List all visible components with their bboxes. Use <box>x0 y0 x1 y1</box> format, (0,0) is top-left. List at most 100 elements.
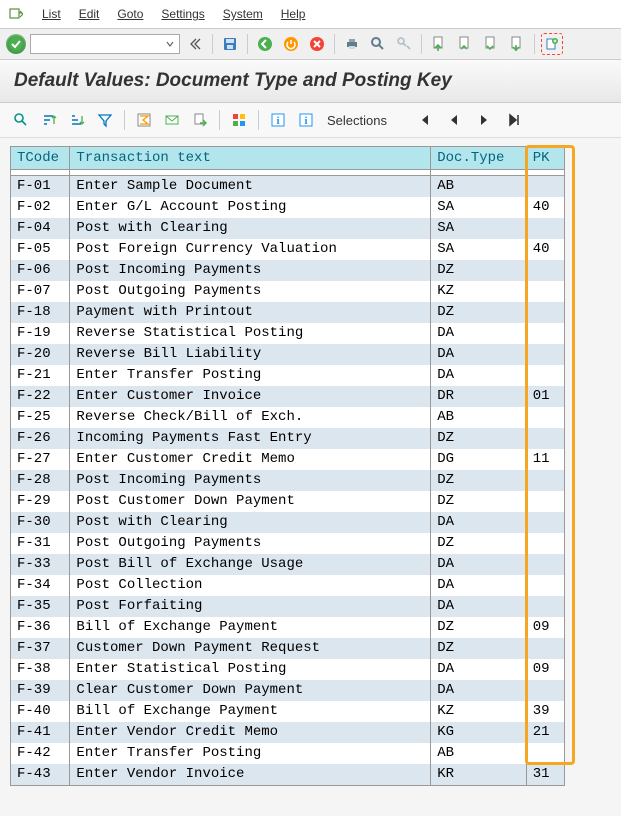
table-row[interactable]: F-07Post Outgoing PaymentsKZ <box>11 281 565 302</box>
separator <box>212 34 213 54</box>
cell-text: Post Incoming Payments <box>70 470 431 491</box>
filter-icon[interactable] <box>94 109 116 131</box>
table-row[interactable]: F-34Post CollectionDA <box>11 575 565 596</box>
menu-edit[interactable]: Edit <box>79 7 100 21</box>
find-icon[interactable] <box>367 33 389 55</box>
details-icon[interactable] <box>10 109 32 131</box>
table-row[interactable]: F-21Enter Transfer PostingDA <box>11 365 565 386</box>
cell-tcode: F-27 <box>11 449 70 470</box>
col-header-text[interactable]: Transaction text <box>70 147 431 170</box>
cell-pk <box>526 218 564 239</box>
table-row[interactable]: F-37Customer Down Payment RequestDZ <box>11 638 565 659</box>
new-session-icon[interactable] <box>541 33 563 55</box>
cell-tcode: F-33 <box>11 554 70 575</box>
table-row[interactable]: F-29Post Customer Down PaymentDZ <box>11 491 565 512</box>
collapse-icon[interactable] <box>184 33 206 55</box>
info-icon[interactable]: i <box>267 109 289 131</box>
total-icon[interactable] <box>133 109 155 131</box>
menu-window-icon[interactable] <box>8 6 24 22</box>
cancel-icon[interactable] <box>306 33 328 55</box>
col-header-tcode[interactable]: TCode <box>11 147 70 170</box>
table-row[interactable]: F-28Post Incoming PaymentsDZ <box>11 470 565 491</box>
cell-pk <box>526 260 564 281</box>
print-icon[interactable] <box>341 33 363 55</box>
data-table: TCode Transaction text Doc.Type PK F-01E… <box>10 146 565 786</box>
table-row[interactable]: F-27Enter Customer Credit MemoDG11 <box>11 449 565 470</box>
cell-tcode: F-22 <box>11 386 70 407</box>
separator <box>334 34 335 54</box>
cell-text: Post with Clearing <box>70 512 431 533</box>
table-row[interactable]: F-01Enter Sample DocumentAB <box>11 176 565 198</box>
next-page-icon[interactable] <box>480 33 502 55</box>
nav-last-icon[interactable] <box>503 109 525 131</box>
back-icon[interactable] <box>254 33 276 55</box>
table-row[interactable]: F-06Post Incoming PaymentsDZ <box>11 260 565 281</box>
table-row[interactable]: F-20Reverse Bill LiabilityDA <box>11 344 565 365</box>
menu-goto[interactable]: Goto <box>117 7 143 21</box>
enter-icon[interactable] <box>6 34 26 54</box>
data-area: TCode Transaction text Doc.Type PK F-01E… <box>0 138 621 786</box>
sort-desc-icon[interactable] <box>66 109 88 131</box>
col-header-doctype[interactable]: Doc.Type <box>431 147 527 170</box>
table-row[interactable]: F-42Enter Transfer PostingAB <box>11 743 565 764</box>
cell-pk <box>526 533 564 554</box>
cell-doctype: DZ <box>431 638 527 659</box>
cell-doctype: DA <box>431 512 527 533</box>
cell-doctype: KR <box>431 764 527 786</box>
table-row[interactable]: F-40Bill of Exchange PaymentKZ39 <box>11 701 565 722</box>
table-row[interactable]: F-30Post with ClearingDA <box>11 512 565 533</box>
table-row[interactable]: F-18Payment with PrintoutDZ <box>11 302 565 323</box>
menu-settings[interactable]: Settings <box>161 7 204 21</box>
table-row[interactable]: F-38Enter Statistical PostingDA09 <box>11 659 565 680</box>
last-page-icon[interactable] <box>506 33 528 55</box>
prev-page-icon[interactable] <box>454 33 476 55</box>
find-next-icon[interactable] <box>393 33 415 55</box>
cell-tcode: F-05 <box>11 239 70 260</box>
main-toolbar <box>0 29 621 60</box>
info2-icon[interactable]: i <box>295 109 317 131</box>
cell-pk <box>526 554 564 575</box>
cell-pk <box>526 428 564 449</box>
nav-first-icon[interactable] <box>413 109 435 131</box>
page-title: Default Values: Document Type and Postin… <box>0 60 621 103</box>
table-row[interactable]: F-04Post with ClearingSA <box>11 218 565 239</box>
email-icon[interactable] <box>161 109 183 131</box>
menu-list[interactable]: List <box>42 7 61 21</box>
menu-help[interactable]: Help <box>281 7 306 21</box>
table-row[interactable]: F-39Clear Customer Down PaymentDA <box>11 680 565 701</box>
cell-tcode: F-07 <box>11 281 70 302</box>
svg-text:i: i <box>304 115 307 127</box>
table-row[interactable]: F-25Reverse Check/Bill of Exch.AB <box>11 407 565 428</box>
table-row[interactable]: F-05Post Foreign Currency ValuationSA40 <box>11 239 565 260</box>
table-row[interactable]: F-19Reverse Statistical PostingDA <box>11 323 565 344</box>
cell-text: Customer Down Payment Request <box>70 638 431 659</box>
table-row[interactable]: F-26Incoming Payments Fast EntryDZ <box>11 428 565 449</box>
menu-system[interactable]: System <box>223 7 263 21</box>
cell-text: Bill of Exchange Payment <box>70 617 431 638</box>
layout-icon[interactable] <box>228 109 250 131</box>
table-row[interactable]: F-22Enter Customer InvoiceDR01 <box>11 386 565 407</box>
download-icon[interactable] <box>189 109 211 131</box>
table-row[interactable]: F-41Enter Vendor Credit MemoKG21 <box>11 722 565 743</box>
table-row[interactable]: F-02Enter G/L Account PostingSA40 <box>11 197 565 218</box>
cell-tcode: F-28 <box>11 470 70 491</box>
nav-prev-icon[interactable] <box>443 109 465 131</box>
cell-doctype: DZ <box>431 428 527 449</box>
table-row[interactable]: F-33Post Bill of Exchange UsageDA <box>11 554 565 575</box>
table-row[interactable]: F-31Post Outgoing PaymentsDZ <box>11 533 565 554</box>
nav-next-icon[interactable] <box>473 109 495 131</box>
cell-text: Post Bill of Exchange Usage <box>70 554 431 575</box>
table-row[interactable]: F-43Enter Vendor InvoiceKR31 <box>11 764 565 786</box>
table-row[interactable]: F-36Bill of Exchange PaymentDZ09 <box>11 617 565 638</box>
cell-pk <box>526 743 564 764</box>
application-toolbar: i i Selections <box>0 103 621 138</box>
cell-doctype: AB <box>431 407 527 428</box>
cell-pk: 11 <box>526 449 564 470</box>
first-page-icon[interactable] <box>428 33 450 55</box>
save-icon[interactable] <box>219 33 241 55</box>
col-header-pk[interactable]: PK <box>526 147 564 170</box>
command-field[interactable] <box>30 34 180 54</box>
table-row[interactable]: F-35Post ForfaitingDA <box>11 596 565 617</box>
sort-asc-icon[interactable] <box>38 109 60 131</box>
exit-icon[interactable] <box>280 33 302 55</box>
